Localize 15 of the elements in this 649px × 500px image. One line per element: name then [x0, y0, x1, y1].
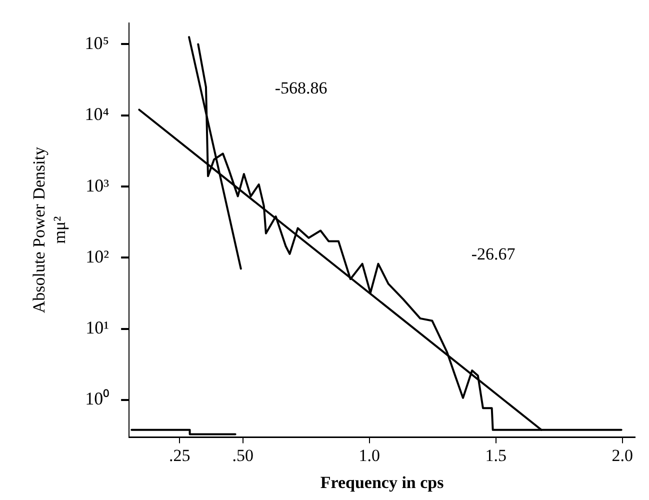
y-tick-label: 10⁵ [84, 32, 110, 53]
y-tick-label: 10⁴ [84, 104, 110, 124]
annotation: -568.86 [274, 78, 328, 98]
annotation: -26.67 [471, 244, 516, 264]
y-tick-label: 10² [86, 246, 110, 266]
x-tick-label: 1.0 [358, 446, 380, 465]
x-tick-label: 2.0 [612, 446, 633, 465]
y-tick-label: 10¹ [86, 318, 110, 338]
x-axis-title: Frequency in cps [320, 473, 444, 492]
x-tick-label: 1.5 [485, 446, 506, 465]
x-tick-label: .50 [232, 446, 254, 465]
y-tick-label: 10³ [86, 175, 110, 196]
y-tick-label: 10⁰ [85, 388, 110, 409]
y-axis-title: Absolute Power Density mμ² [30, 146, 70, 314]
x-tick-label: .25 [169, 446, 190, 465]
